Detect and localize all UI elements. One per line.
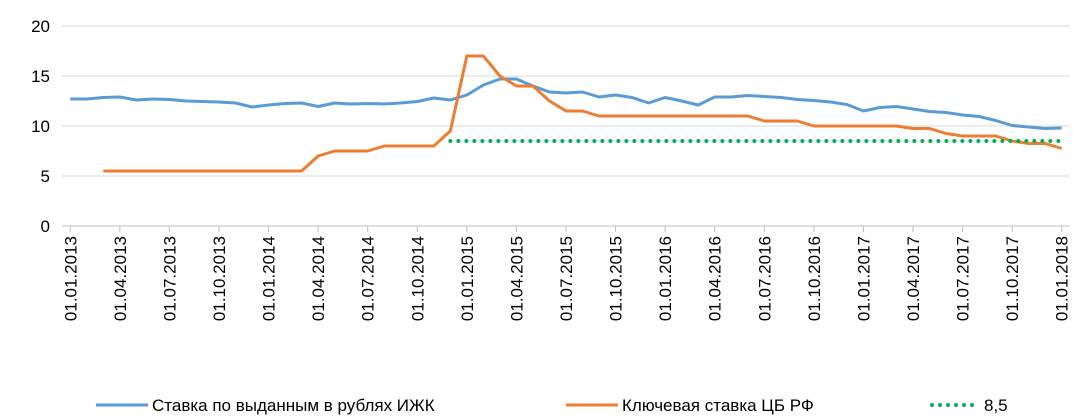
x-tick-label: 01.07.2016	[755, 236, 774, 321]
y-tick-label: 10	[31, 117, 50, 136]
x-tick-label: 01.04.2013	[111, 236, 130, 321]
legend-label: Ставка по выданным в рублях ИЖК	[152, 396, 435, 415]
x-tick-label: 01.04.2016	[706, 236, 725, 321]
x-tick-label: 01.10.2014	[408, 236, 427, 321]
x-tick-label: 01.07.2017	[954, 236, 973, 321]
x-tick-label: 01.07.2014	[359, 236, 378, 321]
x-tick-label: 01.10.2013	[210, 236, 229, 321]
series-line	[103, 54, 1063, 173]
x-tick-label: 01.04.2017	[904, 236, 923, 321]
x-tick-label: 01.04.2014	[309, 236, 328, 321]
y-tick-label: 20	[31, 17, 50, 36]
x-tick-label: 01.01.2015	[458, 236, 477, 321]
x-tick-label: 01.10.2016	[805, 236, 824, 321]
x-tick-label: 01.01.2014	[260, 236, 279, 321]
x-tick-label: 01.01.2016	[656, 236, 675, 321]
x-tick-label: 01.01.2017	[854, 236, 873, 321]
y-tick-label: 15	[31, 67, 50, 86]
series-line	[70, 77, 1062, 130]
x-tick-label: 01.10.2017	[1003, 236, 1022, 321]
y-tick-label: 5	[41, 167, 50, 186]
x-tick-label: 01.07.2015	[557, 236, 576, 321]
x-tick-label: 01.07.2013	[160, 236, 179, 321]
x-tick-label: 01.01.2018	[1053, 236, 1072, 321]
x-tick-label: 01.04.2015	[507, 236, 526, 321]
legend-label: 8,5	[984, 396, 1008, 415]
legend-label: Ключевая ставка ЦБ РФ	[622, 396, 814, 415]
y-tick-label: 0	[41, 217, 50, 236]
x-tick-label: 01.10.2015	[607, 236, 626, 321]
x-tick-label: 01.01.2013	[61, 236, 80, 321]
